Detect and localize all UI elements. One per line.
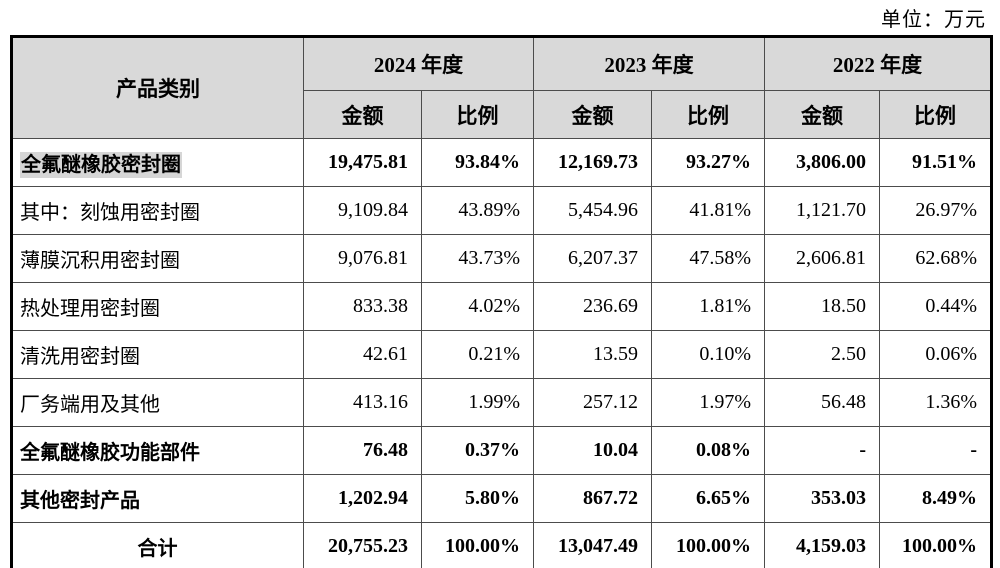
value-cell: 91.51%: [879, 138, 992, 187]
value-cell: 93.27%: [651, 138, 765, 187]
highlighted-text: 全氟醚橡胶密封圈: [20, 152, 182, 178]
value-cell: 4.02%: [421, 282, 534, 331]
value-cell: 2.50: [764, 330, 880, 379]
value-cell: 6,207.37: [533, 234, 652, 283]
header-year-2022: 2022 年度: [764, 36, 992, 91]
value-cell: 19,475.81: [303, 138, 422, 187]
value-cell: 0.37%: [421, 426, 534, 475]
value-cell: 0.21%: [421, 330, 534, 379]
value-cell: 8.49%: [879, 474, 992, 523]
value-cell: 1.97%: [651, 378, 765, 427]
value-cell: 41.81%: [651, 186, 765, 235]
value-cell: 100.00%: [651, 522, 765, 568]
value-cell: 20,755.23: [303, 522, 422, 568]
product-category-cell: 清洗用密封圈: [11, 330, 304, 379]
table-row: 清洗用密封圈 42.61 0.21% 13.59 0.10% 2.50 0.06%: [11, 330, 992, 379]
table-row: 合计 20,755.23 100.00% 13,047.49 100.00% 4,159.…: [11, 522, 992, 568]
value-cell: 6.65%: [651, 474, 765, 523]
header-row-subcolumns: 金额 比例 金额 比例 金额 比例: [12, 90, 992, 139]
value-cell: 56.48: [764, 378, 880, 427]
value-cell: 43.89%: [421, 186, 534, 235]
value-cell: 0.08%: [651, 426, 765, 475]
product-category-cell: 其中：刻蚀用密封圈: [11, 186, 304, 235]
header-row-years: 产品类别 2024 年度 2023 年度 2022 年度: [11, 36, 992, 139]
value-cell: 76.48: [303, 426, 422, 475]
value-cell: 13.59: [533, 330, 652, 379]
table-body: 全氟醚橡胶密封圈 19,475.81 93.84% 12,169.73 93.27% 3,…: [11, 138, 992, 568]
value-cell: 867.72: [533, 474, 652, 523]
value-cell: 93.84%: [421, 138, 534, 187]
header-product-category: 产品类别: [11, 36, 304, 139]
value-cell: 47.58%: [651, 234, 765, 283]
table-row: 薄膜沉积用密封圈 9,076.81 43.73% 6,207.37 47.58% 2,60…: [11, 234, 992, 283]
value-cell: 12,169.73: [533, 138, 652, 187]
header-ratio-2023: 比例: [651, 90, 765, 139]
value-cell: 1,202.94: [303, 474, 422, 523]
header-amount-2022: 金额: [764, 90, 880, 139]
table-row: 全氟醚橡胶密封圈 19,475.81 93.84% 12,169.73 93.27% 3,…: [11, 138, 992, 187]
value-cell: 26.97%: [879, 186, 992, 235]
product-category-cell: 厂务端用及其他: [11, 378, 304, 427]
value-cell: 42.61: [303, 330, 422, 379]
value-cell: 13,047.49: [533, 522, 652, 568]
product-category-cell: 其他密封产品: [11, 474, 304, 523]
table-row: 其中：刻蚀用密封圈 9,109.84 43.89% 5,454.96 41.81% 1,1…: [11, 186, 992, 235]
table-row: 厂务端用及其他 413.16 1.99% 257.12 1.97% 56.48 1.36%: [11, 378, 992, 427]
product-category-cell: 全氟醚橡胶功能部件: [11, 426, 304, 475]
unit-label: 单位：万元: [881, 9, 986, 31]
header-year-2023: 2023 年度: [533, 36, 765, 91]
table-row: 其他密封产品 1,202.94 5.80% 867.72 6.65% 353.03 8.49…: [11, 474, 992, 523]
value-cell: -: [879, 426, 992, 475]
header-amount-2024: 金额: [303, 90, 422, 139]
product-category-cell: 全氟醚橡胶密封圈: [11, 138, 304, 187]
value-cell: 236.69: [533, 282, 652, 331]
header-year-2024: 2024 年度: [303, 36, 534, 91]
value-cell: 9,109.84: [303, 186, 422, 235]
value-cell: 353.03: [764, 474, 880, 523]
product-category-cell: 合计: [11, 522, 304, 568]
value-cell: 5,454.96: [533, 186, 652, 235]
value-cell: 1,121.70: [764, 186, 880, 235]
value-cell: 1.81%: [651, 282, 765, 331]
header-ratio-2024: 比例: [421, 90, 534, 139]
value-cell: 2,606.81: [764, 234, 880, 283]
value-cell: 1.99%: [421, 378, 534, 427]
value-cell: 3,806.00: [764, 138, 880, 187]
value-cell: 833.38: [303, 282, 422, 331]
value-cell: 100.00%: [421, 522, 534, 568]
value-cell: 257.12: [533, 378, 652, 427]
value-cell: -: [764, 426, 880, 475]
value-cell: 9,076.81: [303, 234, 422, 283]
table-row: 全氟醚橡胶功能部件 76.48 0.37% 10.04 0.08% - -: [11, 426, 992, 475]
product-category-cell: 薄膜沉积用密封圈: [11, 234, 304, 283]
header-amount-2023: 金额: [533, 90, 652, 139]
table-header: 产品类别 2024 年度 2023 年度 2022 年度 金额 比例 金额 比例…: [11, 36, 992, 139]
value-cell: 100.00%: [879, 522, 992, 568]
value-cell: 4,159.03: [764, 522, 880, 568]
value-cell: 62.68%: [879, 234, 992, 283]
product-revenue-table: 产品类别 2024 年度 2023 年度 2022 年度 金额 比例 金额 比例…: [10, 35, 993, 568]
header-ratio-2022: 比例: [879, 90, 992, 139]
value-cell: 18.50: [764, 282, 880, 331]
value-cell: 0.10%: [651, 330, 765, 379]
value-cell: 0.06%: [879, 330, 992, 379]
value-cell: 1.36%: [879, 378, 992, 427]
value-cell: 413.16: [303, 378, 422, 427]
product-category-cell: 热处理用密封圈: [11, 282, 304, 331]
table-row: 热处理用密封圈 833.38 4.02% 236.69 1.81% 18.50 0.44%: [11, 282, 992, 331]
value-cell: 43.73%: [421, 234, 534, 283]
value-cell: 10.04: [533, 426, 652, 475]
value-cell: 0.44%: [879, 282, 992, 331]
value-cell: 5.80%: [421, 474, 534, 523]
